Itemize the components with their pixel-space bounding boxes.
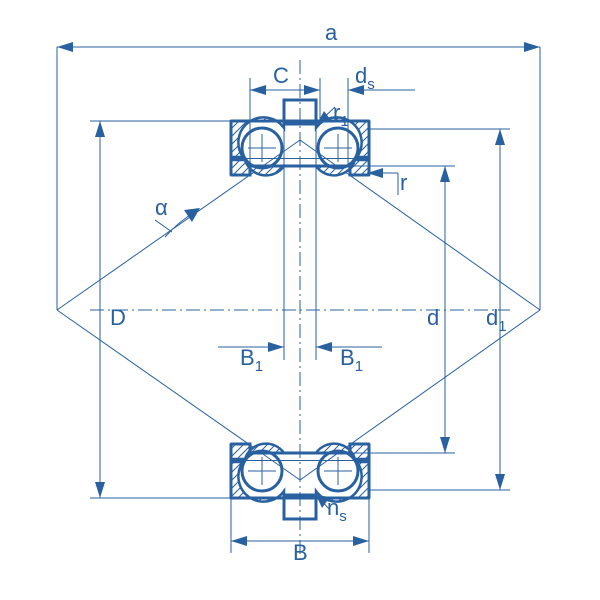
label-r: r — [400, 170, 407, 195]
label-r1: r1 — [333, 100, 349, 130]
dim-a — [57, 42, 540, 310]
label-d: d — [427, 305, 439, 330]
label-a: a — [325, 20, 338, 45]
label-alpha: α — [155, 195, 168, 220]
label-B1R: B1 — [340, 345, 363, 375]
bearing-diagram: a C ds r1 r α D d d1 B1 B1 ns B — [0, 0, 600, 600]
label-B1L: B1 — [240, 345, 263, 375]
center-cross — [57, 140, 540, 480]
label-D: D — [110, 305, 126, 330]
label-C: C — [273, 63, 289, 88]
label-B: B — [293, 540, 308, 565]
labels: a C ds r1 r α D d d1 B1 B1 ns B — [110, 20, 507, 565]
